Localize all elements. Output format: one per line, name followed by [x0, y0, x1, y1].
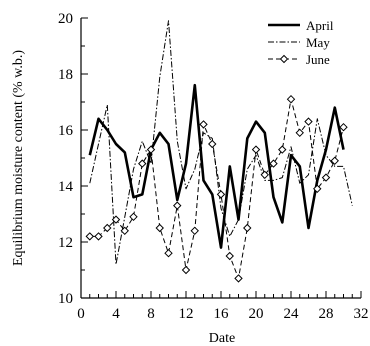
x-tick-label: 4: [112, 306, 120, 322]
y-tick-label: 18: [58, 67, 73, 83]
y-axis-label: Equilibrium moisture content (% w.b.): [11, 50, 26, 266]
y-tick-label: 10: [58, 291, 73, 307]
x-tick-label: 12: [179, 306, 194, 322]
series-april: [88, 83, 345, 249]
x-tick-label: 0: [77, 306, 85, 322]
data-point-marker: [181, 265, 191, 275]
series-line-may: [89, 20, 353, 265]
data-point-marker: [243, 223, 252, 233]
series-may: [89, 20, 353, 265]
legend-label: June: [306, 52, 330, 67]
data-point-marker: [111, 215, 121, 224]
data-point-marker: [321, 173, 331, 182]
data-point-marker: [190, 226, 199, 236]
y-tick-label: 12: [58, 235, 73, 251]
y-tick-label: 14: [58, 179, 74, 195]
series-june: [85, 94, 348, 283]
data-point-marker: [278, 145, 287, 154]
data-point-marker: [85, 232, 94, 241]
x-tick-label: 20: [249, 306, 264, 322]
data-point-marker: [155, 223, 164, 233]
x-tick-label: 24: [284, 306, 300, 322]
legend-label: April: [306, 18, 334, 33]
data-point-marker: [234, 274, 243, 283]
data-point-marker: [173, 201, 182, 210]
series-line-april: [88, 83, 345, 249]
legend-label: May: [306, 35, 330, 50]
y-tick-label: 16: [58, 123, 74, 139]
data-point-marker: [295, 128, 304, 138]
data-point-marker: [103, 223, 112, 233]
data-point-marker: [251, 145, 261, 154]
legend: April May June: [268, 18, 334, 67]
data-point-marker: [120, 226, 129, 236]
data-point-marker: [269, 159, 278, 168]
data-point-marker: [199, 120, 208, 129]
x-tick-label: 8: [147, 306, 155, 322]
y-tick-label: 20: [58, 11, 73, 27]
data-point-marker: [138, 159, 147, 168]
data-point-marker: [164, 248, 173, 258]
data-point-marker: [339, 122, 348, 132]
x-axis-label: Date: [209, 331, 235, 346]
data-point-marker: [129, 212, 138, 222]
data-point-marker: [304, 117, 313, 126]
series-layer: [85, 20, 353, 283]
data-point-marker: [94, 232, 103, 241]
data-point-marker: [260, 170, 269, 180]
data-point-marker: [216, 190, 226, 199]
data-point-marker: [330, 156, 339, 166]
data-point-marker: [313, 184, 322, 194]
data-point-marker: [225, 251, 234, 261]
plot-axes: 0 4 8 12 16 20 24 28 32 10 12 14 16 18 20: [58, 11, 369, 322]
data-point-marker: [208, 139, 217, 149]
data-point-marker: [286, 94, 296, 104]
x-tick-label: 16: [214, 306, 230, 322]
series-line-june: [89, 98, 344, 279]
x-tick-label: 32: [354, 306, 369, 322]
x-tick-label: 28: [319, 306, 334, 322]
data-point-marker: [146, 145, 156, 154]
legend-marker: [279, 54, 289, 64]
